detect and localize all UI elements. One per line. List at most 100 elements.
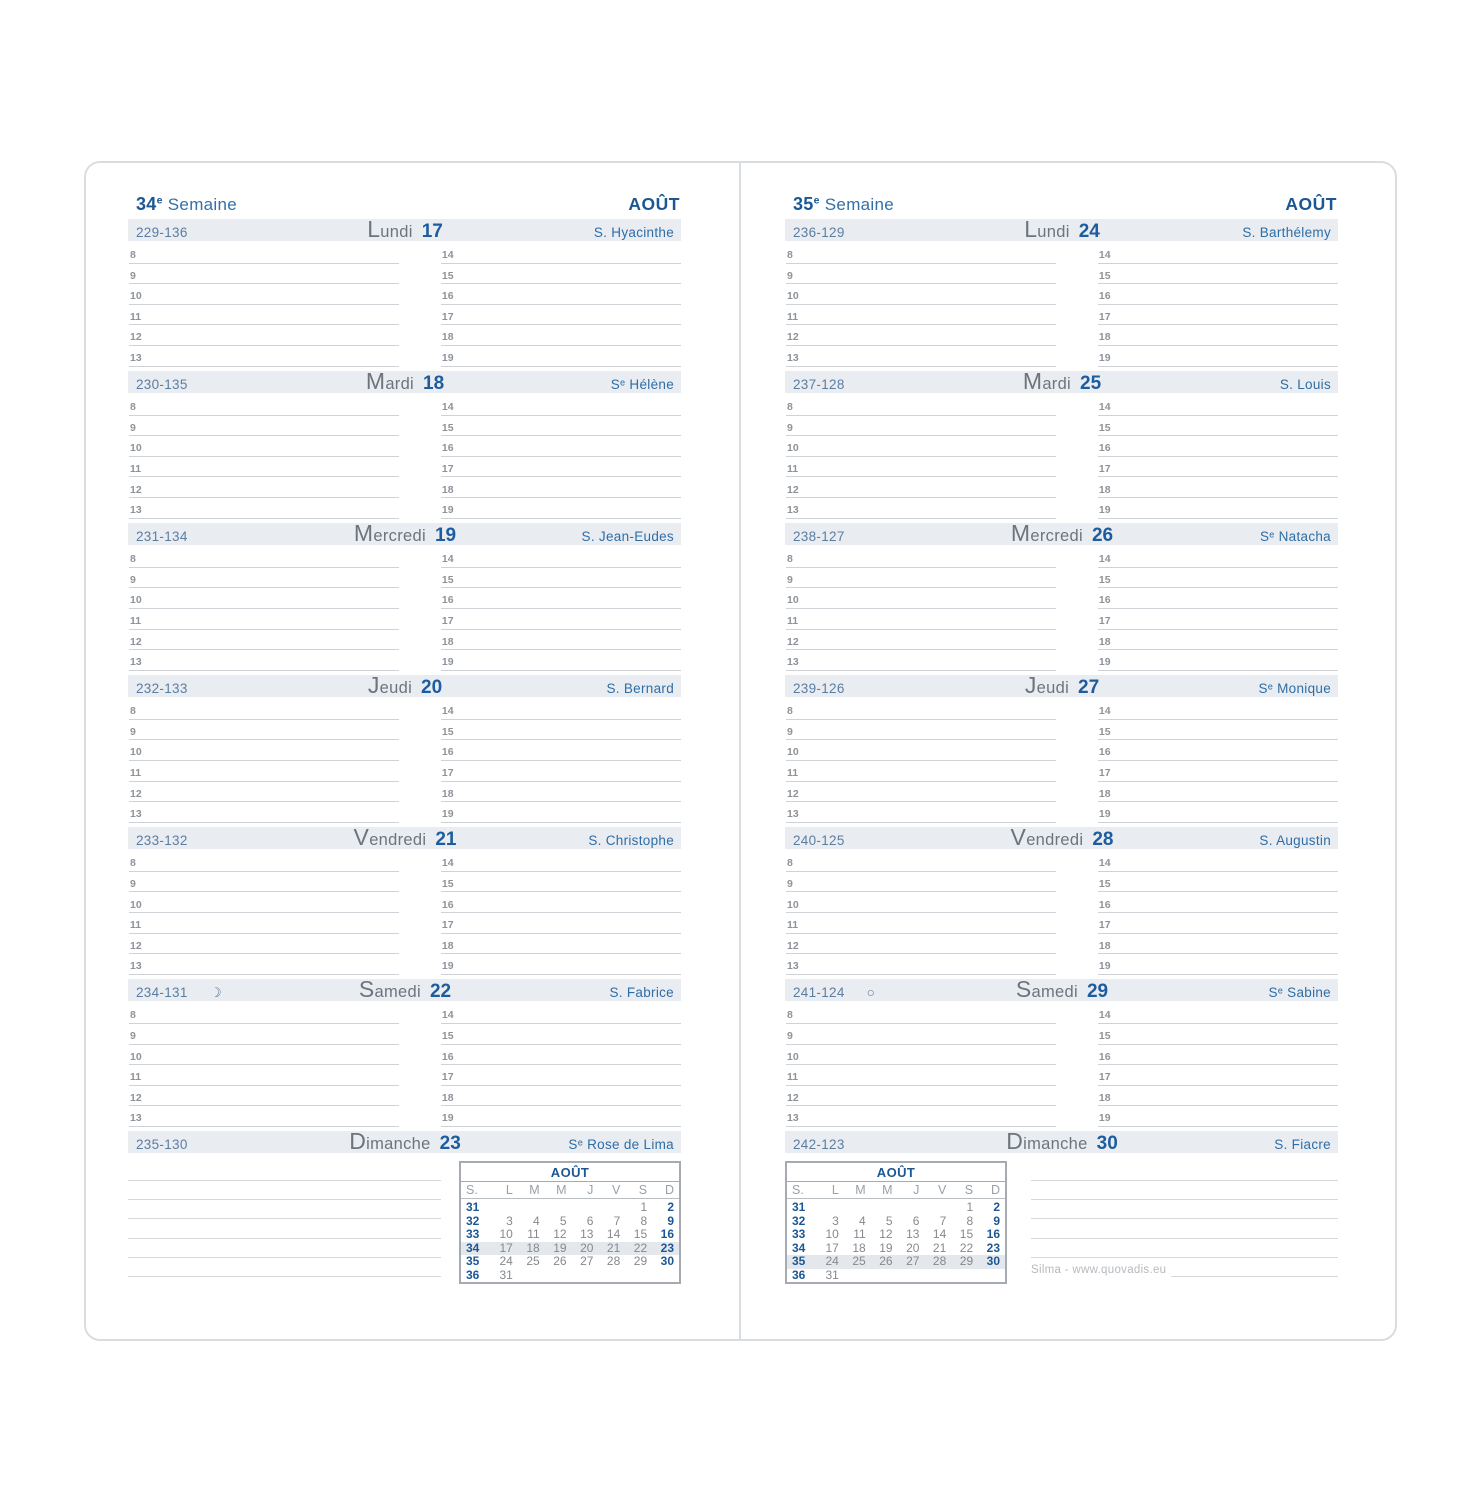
hour-row: 12 [786,1086,1057,1107]
hour-row: 19 [1097,954,1338,975]
saint-name: Sᵉ Rose de Lima [568,1137,674,1153]
note-line [1031,1181,1338,1200]
mini-calendar-week-row: 33 10 11 12 13 14 15 16 [461,1228,679,1242]
mini-calendar-day-cell: 28 [932,1254,947,1269]
day-band-center: Jeudi 20 [368,675,442,699]
hour-row: 9 [786,872,1057,893]
hour-label: 13 [130,808,142,821]
day-code: 230-135 [136,377,188,393]
day-block-mercredi: 231-134 Mercredi 19 S. Jean-Eudes 8 9 10 11 12 13… [128,523,681,671]
hour-label: 11 [787,1071,799,1084]
hour-row: 13 [786,954,1057,975]
hour-label: 13 [130,656,142,669]
mini-calendar-day-cell: 20 [906,1240,920,1255]
hour-label: 9 [787,573,793,586]
hour-label: 12 [130,331,142,344]
day-name: Jeudi [1024,672,1070,699]
day-band-center: Mercredi 26 [1011,523,1113,547]
hour-row: 12 [129,1086,400,1107]
hour-label: 19 [1098,352,1111,365]
hour-label: 17 [1098,919,1111,932]
hour-row: 16 [440,892,681,914]
hour-row: 11 [129,457,400,478]
hour-label: 15 [441,269,454,282]
hour-row: 15 [1097,568,1338,589]
hour-row: 10 [786,436,1057,457]
hour-row: 19 [440,802,681,823]
mini-calendar-day-cell: 14 [932,1227,947,1242]
hour-row: 15 [440,416,681,437]
hour-row: 9 [786,568,1057,589]
day-number: 19 [434,525,457,547]
hour-row: 13 [129,1106,400,1127]
hour-label: 10 [787,290,799,303]
day-band-left: 240-125 [793,830,1011,851]
saint-name: Sᵉ Natacha [1259,529,1331,545]
mini-calendar-day-cell [572,1201,599,1215]
hour-label: 10 [787,898,799,911]
hour-row: 11 [786,609,1057,630]
day-band-left: 232-133 [136,678,368,699]
hour-grid: 8 9 10 11 12 13 14 15 16 17 18 19 [785,395,1338,519]
hour-row: 8 [129,851,400,872]
hour-label: 14 [441,249,454,262]
hour-label: 12 [130,483,142,496]
hour-row: 9 [129,1024,400,1045]
mini-calendar-week-number: 32 [792,1213,806,1228]
day-band-left: 239-126 [793,678,1025,699]
hour-row: 14 [1097,1003,1338,1024]
mini-calendar-week-number: 36 [792,1267,806,1282]
mini-calendar-day-cell: 21 [932,1240,947,1255]
hour-label: 13 [787,808,799,821]
hour-row: 16 [1097,284,1338,305]
hour-label: 9 [130,1030,136,1042]
day-band: 241-124 ○ Samedi 29 Sᵉ Sabine [785,979,1338,1002]
day-name: Lundi [1024,216,1070,242]
hour-label: 14 [441,857,454,870]
mini-calendar: AOÛT S. L M M J V S D 31 1 2 32 3 4 5 6 7 8 9 33 10 11 12 13 14 15… [459,1161,681,1285]
hour-row: 13 [786,1106,1057,1127]
day-block-lundi: 236-129 Lundi 24 S. Barthélemy 8 9 10 11 12 13 14 1… [785,219,1338,367]
day-block-samedi: 234-131 ☽ Samedi 22 S. Fabrice 8 9 10 11 12 13 14 15… [128,979,681,1127]
hour-row: 11 [129,305,400,326]
mini-calendar-week-number: 35 [792,1254,806,1269]
day-code: 237-128 [793,377,845,393]
saint-name: S. Bernard [606,681,675,697]
hour-label: 15 [441,1030,454,1042]
hour-column-left: 8 9 10 11 12 13 [786,395,1057,519]
hour-column-right: 14 15 16 17 18 19 [1097,395,1338,519]
hour-label: 11 [130,462,142,475]
hour-label: 13 [787,504,799,517]
hour-grid: 8 9 10 11 12 13 14 15 16 17 18 19 [128,243,681,367]
hour-row: 11 [786,761,1057,782]
hour-row: 8 [786,851,1057,872]
note-line [128,1258,441,1278]
mini-calendar-day-cell: 27 [906,1254,920,1269]
hour-row: 12 [786,325,1057,346]
hour-row: 8 [786,547,1057,568]
hour-label: 12 [130,787,142,800]
hour-row: 16 [440,284,681,305]
hour-row: 14 [440,1003,681,1024]
hour-label: 16 [441,290,454,303]
hour-label: 13 [130,352,142,365]
hour-row: 16 [1097,436,1338,457]
saint-name: Sᵉ Sabine [1268,985,1331,1001]
mini-calendar-day-cell: 13 [580,1227,594,1242]
hour-label: 17 [1098,615,1111,627]
hour-label: 15 [1098,573,1111,586]
hour-column-left: 8 9 10 11 12 13 [129,547,400,671]
mini-calendar-day-cell: 18 [526,1240,540,1255]
hour-column-right: 14 15 16 17 18 19 [1097,243,1338,367]
hour-row: 17 [440,761,681,782]
mini-calendar-week-row: 32 3 4 5 6 7 8 9 [461,1214,679,1229]
day-number: 23 [439,1133,461,1155]
hour-row: 16 [440,740,681,761]
hour-column-left: 8 9 10 11 12 13 [129,243,400,367]
day-code: 229-136 [136,225,188,240]
hour-row: 17 [1097,1065,1338,1086]
day-code: 236-129 [793,225,845,240]
hour-label: 18 [441,635,454,648]
hour-label: 16 [1098,746,1111,759]
moon-phase-icon: ○ [866,985,875,1001]
